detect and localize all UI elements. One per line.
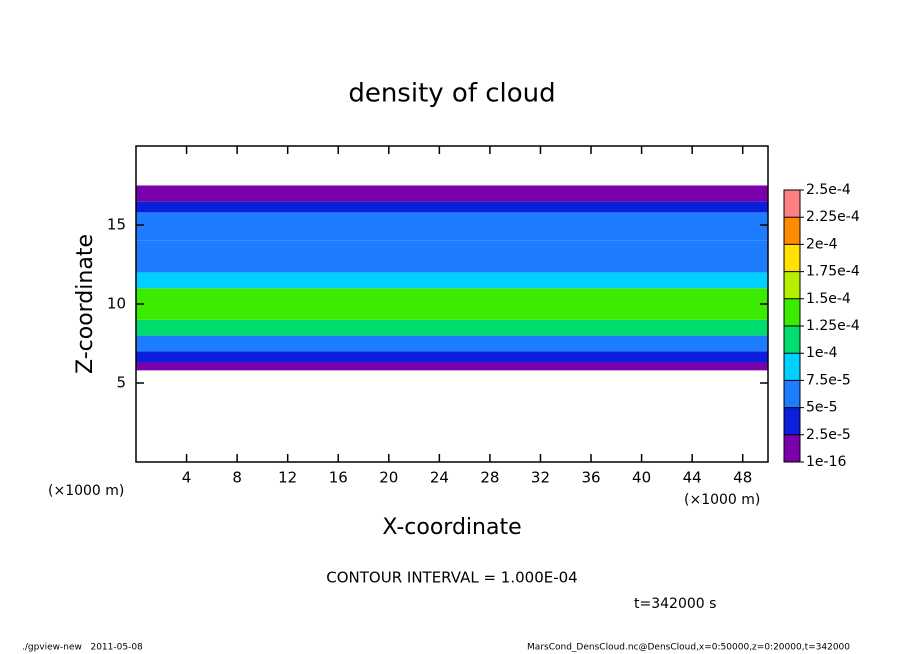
density-band [136,201,768,213]
colorbar-swatch [784,380,800,408]
colorbar-label: 2e-4 [806,236,838,252]
colorbar-swatch [784,326,800,354]
x-tick-label: 36 [581,469,600,487]
colorbar-swatch [784,353,800,381]
time-note: t=342000 s [634,596,716,612]
colorbar-swatch [784,244,800,272]
x-tick-label: 16 [329,469,348,487]
footer-right: MarsCond_DensCloud.nc@DensCloud,x=0:5000… [527,643,850,653]
colorbar-label: 2.5e-4 [806,182,851,198]
x-unit: (×1000 m) [684,492,760,508]
colorbar-swatch [784,298,800,326]
x-tick-label: 28 [480,469,499,487]
x-unit: (×1000 m) [48,483,124,499]
density-band [136,185,768,202]
colorbar-swatch [784,190,800,218]
chart-title: density of cloud [348,79,555,109]
colorbar-swatch [784,407,800,435]
colorbar-swatch [784,271,800,299]
contour-note: CONTOUR INTERVAL = 1.000E-04 [326,569,577,587]
density-band [136,351,768,363]
y-tick-label: 15 [107,216,126,234]
colorbar-label: 1e-16 [806,454,846,470]
x-axis-label: X-coordinate [382,515,521,540]
x-tick-label: 44 [683,469,702,487]
colorbar-label: 5e-5 [806,400,837,416]
footer-left: ./gpview-new 2011-05-08 [22,643,143,653]
density-band [136,362,768,371]
colorbar-label: 1e-4 [806,345,838,361]
y-tick-label: 10 [107,295,126,313]
colorbar-swatch [784,217,800,245]
y-axis-label: Z-coordinate [73,234,98,374]
x-tick-label: 8 [232,469,242,487]
density-band [136,212,768,241]
x-tick-label: 40 [632,469,651,487]
x-tick-label: 32 [531,469,550,487]
x-tick-label: 48 [733,469,752,487]
density-band [136,240,768,273]
colorbar-label: 2.25e-4 [806,209,860,225]
density-band [136,288,768,320]
colorbar-label: 1.5e-4 [806,291,851,307]
x-tick-label: 20 [379,469,398,487]
colorbar-swatch [784,434,800,462]
colorbar-label: 2.5e-5 [806,427,851,443]
x-tick-label: 12 [278,469,297,487]
y-tick-label: 5 [116,374,126,392]
density-band [136,319,768,336]
colorbar-label: 1.75e-4 [806,264,860,280]
colorbar-label: 7.5e-5 [806,372,851,388]
density-band [136,272,768,289]
colorbar-label: 1.25e-4 [806,318,860,334]
x-tick-label: 4 [182,469,192,487]
density-band [136,335,768,352]
x-tick-label: 24 [430,469,449,487]
